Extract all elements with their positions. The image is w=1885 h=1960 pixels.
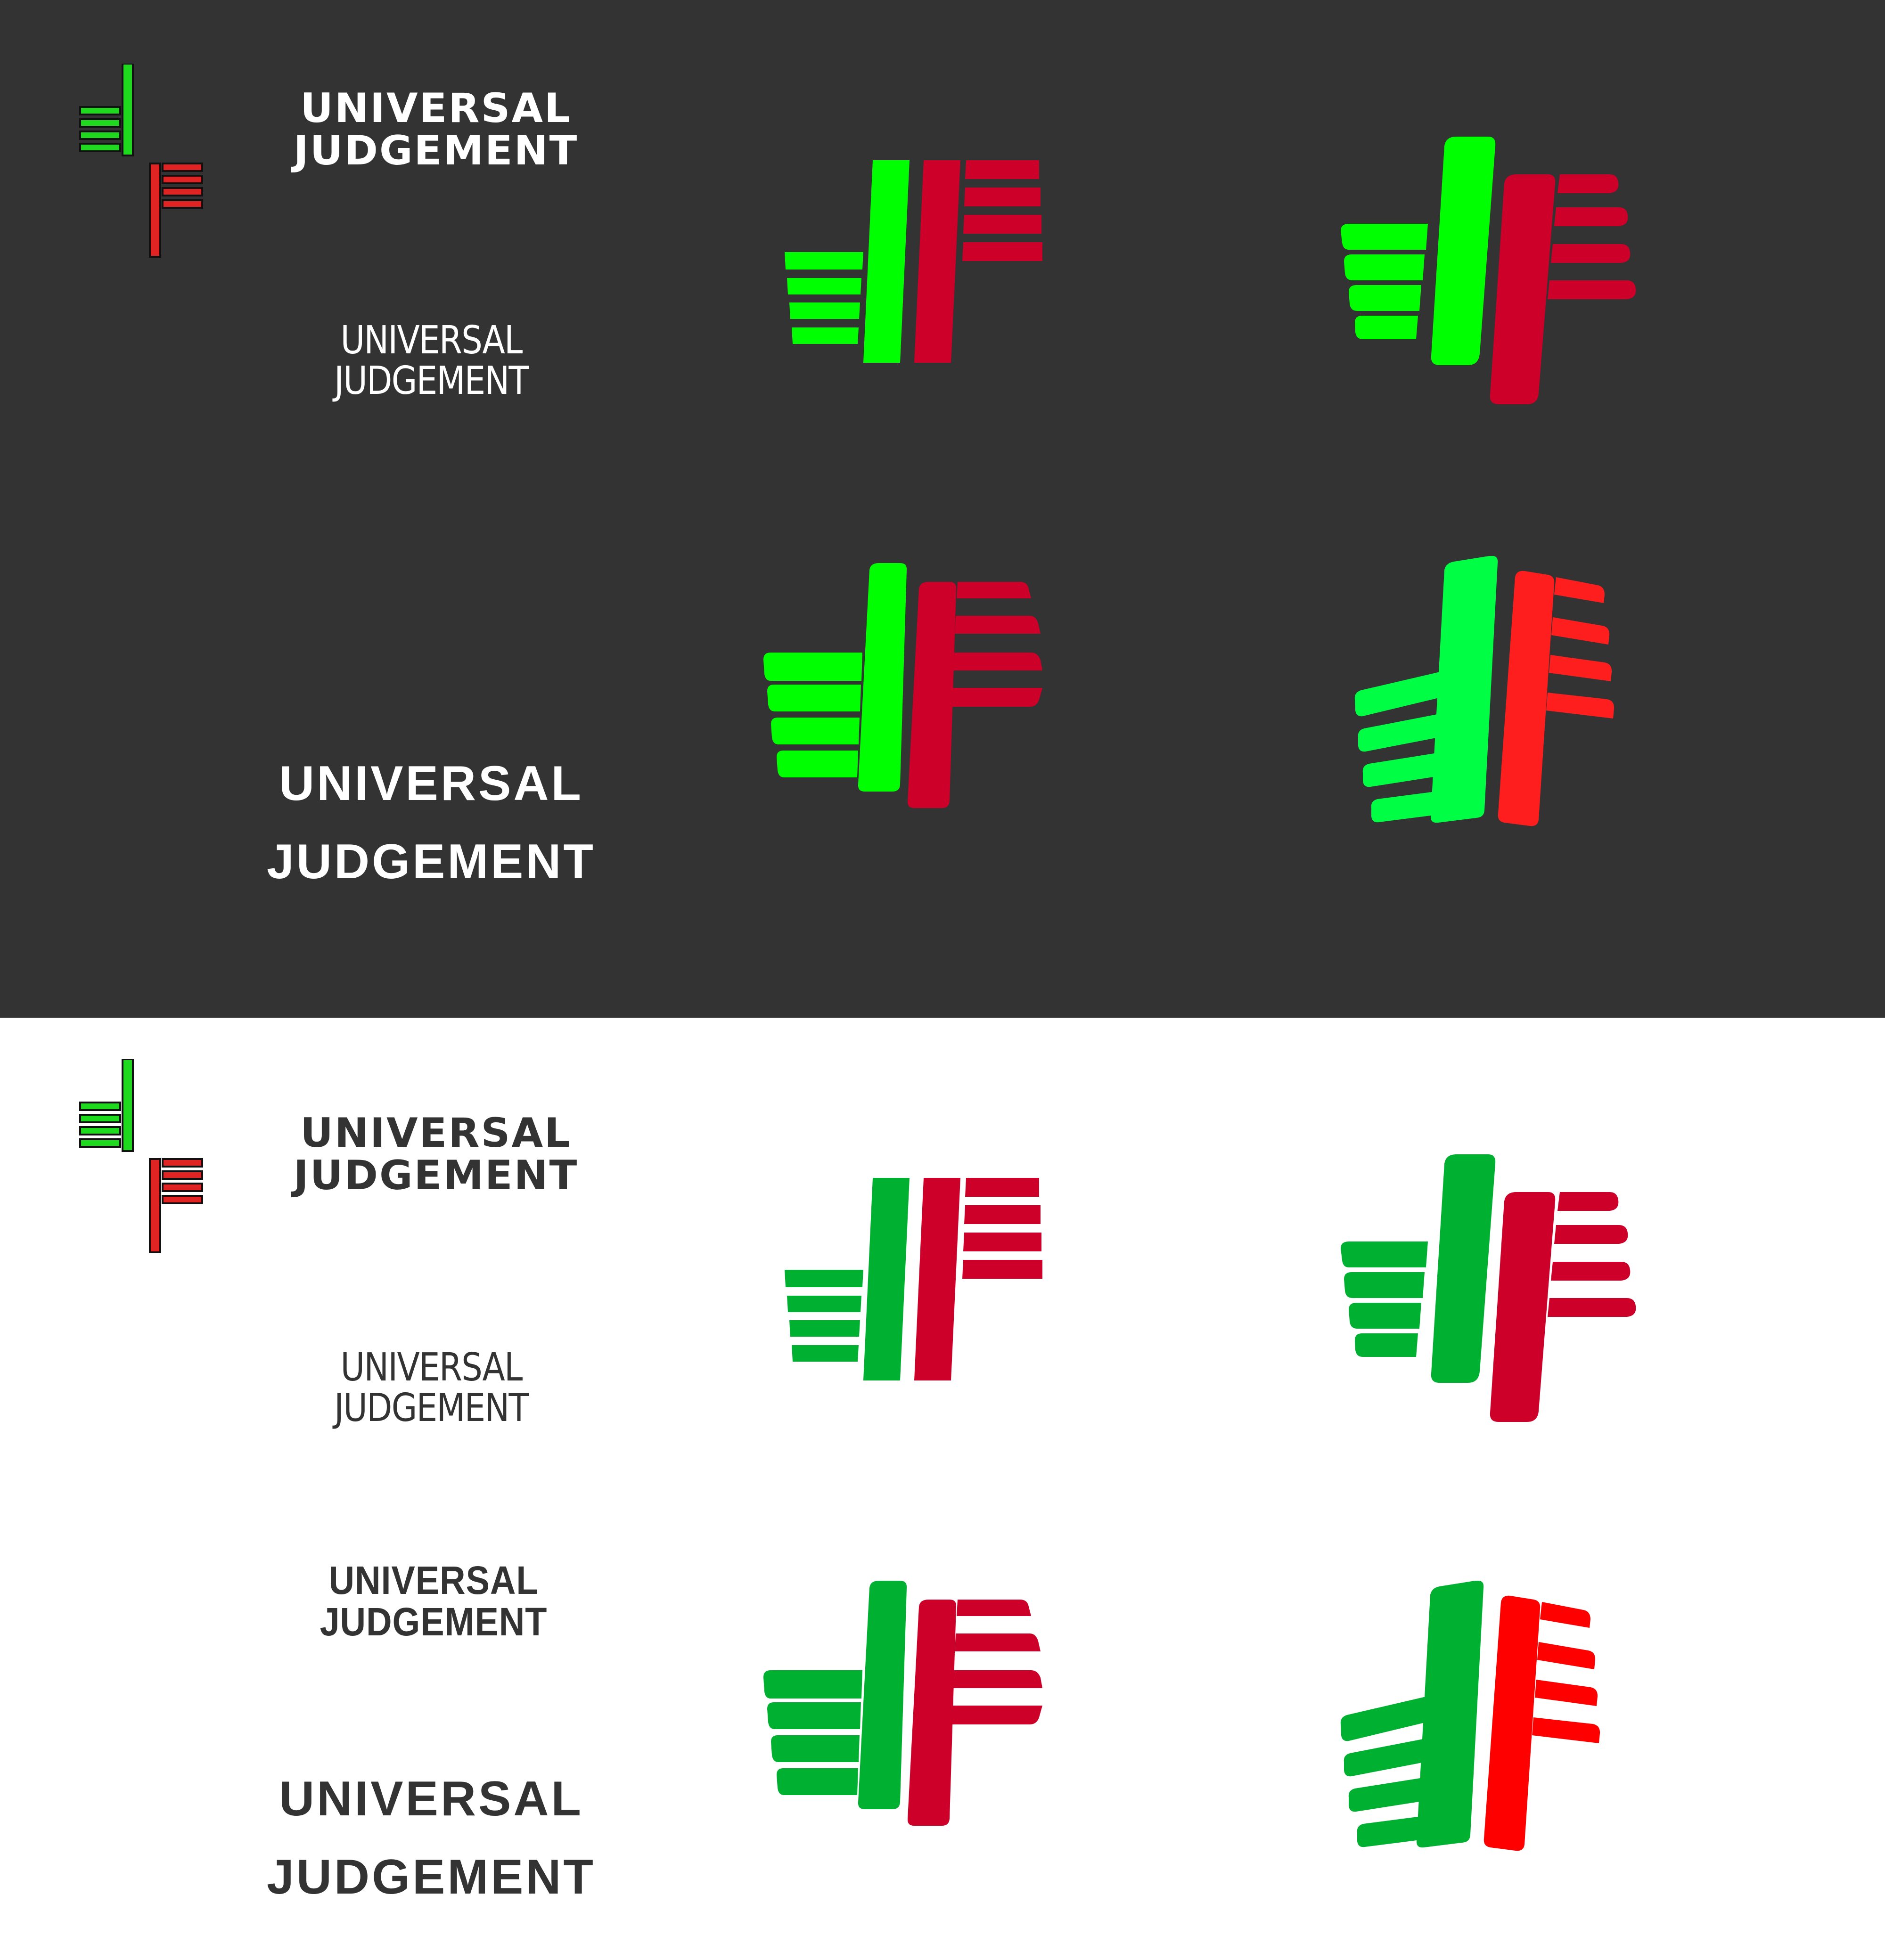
wordmark-bold-large-light: UNIVERSAL JUDGEMENT [219, 1760, 643, 1917]
dark-background-panel: UNIVERSAL JUDGEMENT UNIVERSAL JUDGEMENT … [0, 0, 1885, 1018]
wordmark-line-1: UNIVERSAL [300, 1110, 572, 1157]
wordmark-line-2: JUDGEMENT [267, 834, 596, 890]
wordmark-line-1: UNIVERSAL [279, 1772, 583, 1826]
rounded-thumbs-icon [763, 1581, 1042, 1826]
wordmark-line-2: JUDGEMENT [293, 1152, 579, 1200]
square-thumbs-icon [785, 1178, 1042, 1380]
sketch-thumbs-icon [79, 1059, 203, 1253]
wordmark-line-1: UNIVERSAL [340, 318, 523, 363]
wordmark-light-dark: UNIVERSAL JUDGEMENT [249, 320, 614, 401]
wordmark-line-2: JUDGEMENT [293, 127, 579, 175]
square-thumbs-icon [785, 160, 1042, 363]
soft-thumbs-icon [1341, 1154, 1636, 1422]
wordmark-line-1: UNIVERSAL [279, 756, 583, 811]
wordmark-heavy-light: UNIVERSAL JUDGEMENT [224, 1112, 648, 1197]
wordmark-line-1: UNIVERSAL [300, 85, 572, 132]
wordmark-line-1: UNIVERSAL [328, 1558, 539, 1602]
angled-thumbs-icon [1354, 556, 1615, 826]
angled-thumbs-icon [1340, 1581, 1600, 1851]
wordmark-line-2: JUDGEMENT [334, 1386, 529, 1431]
sketch-thumbs-icon [79, 64, 203, 258]
wordmark-semibold-light: UNIVERSAL JUDGEMENT [243, 1558, 624, 1644]
wordmark-line-2: JUDGEMENT [320, 1600, 548, 1644]
wordmark-line-2: JUDGEMENT [334, 359, 529, 404]
wordmark-line-2: JUDGEMENT [267, 1850, 596, 1905]
wordmark-bold-large-dark: UNIVERSAL JUDGEMENT [219, 744, 643, 901]
rounded-thumbs-icon [763, 563, 1042, 808]
wordmark-light-light: UNIVERSAL JUDGEMENT [249, 1345, 614, 1431]
soft-thumbs-icon [1341, 137, 1636, 404]
wordmark-heavy-dark: UNIVERSAL JUDGEMENT [224, 87, 648, 172]
light-background-panel: UNIVERSAL JUDGEMENT UNIVERSAL JUDGEMENT … [0, 1018, 1885, 1960]
wordmark-line-1: UNIVERSAL [340, 1345, 523, 1390]
